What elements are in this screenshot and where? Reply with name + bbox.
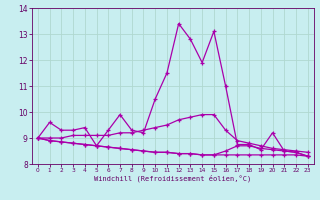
X-axis label: Windchill (Refroidissement éolien,°C): Windchill (Refroidissement éolien,°C)	[94, 175, 252, 182]
